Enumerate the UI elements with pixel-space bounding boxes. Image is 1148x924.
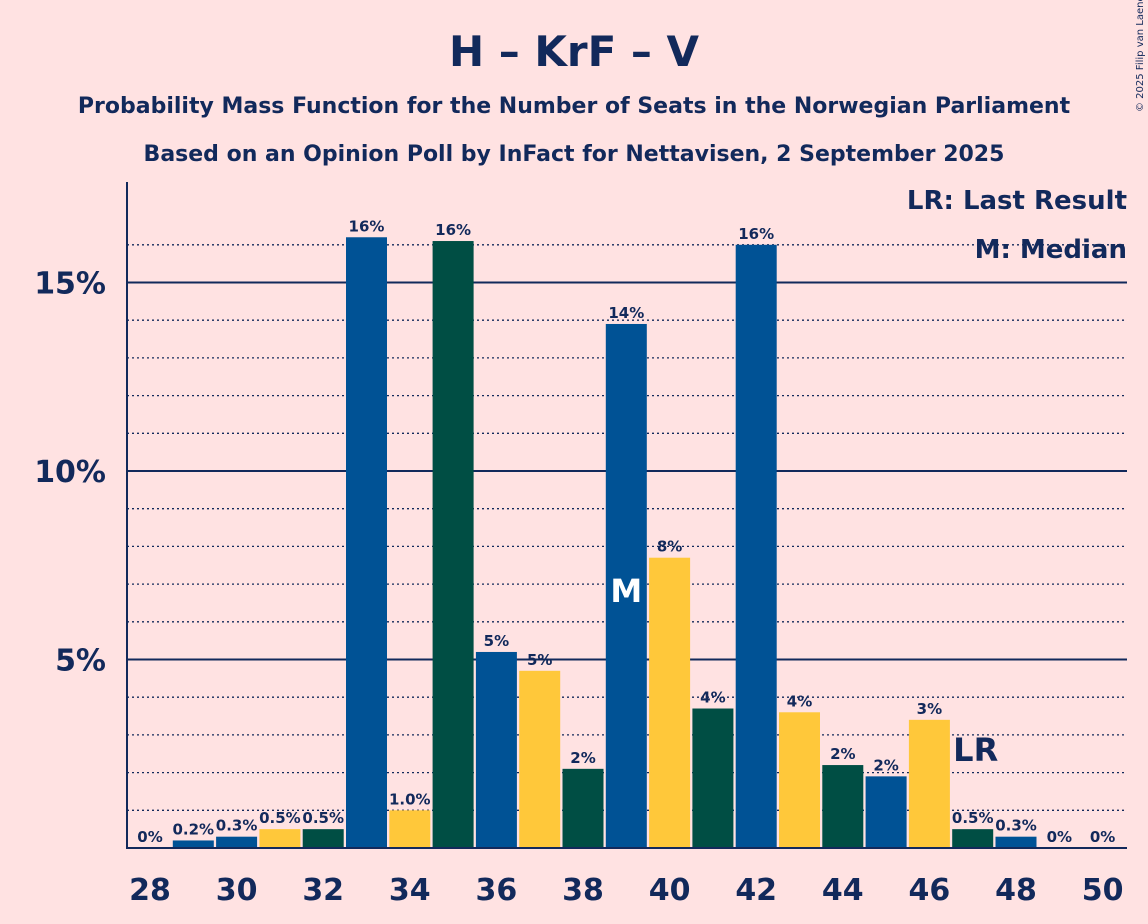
bar-label-39: 14% — [608, 304, 644, 322]
median-marker: M — [610, 572, 642, 610]
bar-44 — [822, 765, 864, 848]
bar-41 — [692, 708, 734, 848]
bar-label-38: 2% — [570, 749, 595, 767]
x-tick-labels: 28 30 32 34 36 38 40 42 44 46 48 50 — [129, 873, 1123, 908]
bar-label-44: 2% — [830, 745, 855, 763]
bar-label-43: 4% — [787, 692, 812, 710]
bar-label-50: 0% — [1090, 828, 1115, 846]
bar-42 — [735, 244, 777, 849]
legend-last-result: LR: Last Result — [907, 186, 1127, 216]
x-tick-42: 42 — [735, 873, 777, 908]
axes — [126, 182, 1127, 849]
bar-label-46: 3% — [917, 700, 942, 718]
bar-label-28: 0% — [137, 828, 162, 846]
chart-subtitle-1: Probability Mass Function for the Number… — [78, 94, 1071, 119]
chart-title: H – KrF – V — [449, 27, 700, 76]
bar-34 — [389, 810, 431, 848]
bar-30 — [216, 836, 258, 848]
legend-median: M: Median — [975, 235, 1127, 265]
bar-label-36: 5% — [484, 632, 509, 650]
x-tick-48: 48 — [995, 873, 1037, 908]
x-tick-34: 34 — [389, 873, 431, 908]
x-tick-28: 28 — [129, 873, 171, 908]
bar-47 — [952, 829, 994, 848]
bar-33 — [346, 237, 387, 848]
bar-46 — [908, 719, 950, 848]
y-tick-10: 10% — [34, 455, 106, 490]
bar-32 — [302, 829, 344, 848]
x-tick-46: 46 — [909, 873, 951, 908]
x-tick-40: 40 — [649, 873, 691, 908]
bar-38 — [562, 768, 604, 848]
bar-45 — [865, 776, 907, 848]
bar-label-42: 16% — [738, 225, 774, 243]
last-result-marker: LR — [953, 731, 998, 769]
x-tick-30: 30 — [216, 873, 258, 908]
bar-label-41: 4% — [700, 689, 725, 707]
copyright: © 2025 Filip van Laenen — [1135, 0, 1146, 112]
bar-label-34: 1.0% — [389, 790, 431, 808]
x-tick-32: 32 — [302, 873, 344, 908]
x-tick-44: 44 — [822, 873, 864, 908]
bar-48 — [995, 836, 1037, 848]
bar-label-32: 0.5% — [302, 809, 344, 827]
bar-label-45: 2% — [873, 756, 898, 774]
bar-label-33: 16% — [349, 217, 385, 235]
bars — [172, 237, 1037, 849]
bar-label-31: 0.5% — [259, 809, 301, 827]
bar-40 — [649, 557, 691, 848]
bar-29 — [172, 840, 214, 848]
bar-36 — [475, 651, 517, 848]
bar-37 — [519, 670, 561, 848]
bar-35 — [432, 241, 474, 848]
bar-label-40: 8% — [657, 538, 682, 556]
y-tick-labels: 5% 10% 15% — [34, 267, 106, 679]
x-tick-38: 38 — [562, 873, 604, 908]
bar-31 — [259, 829, 301, 848]
y-tick-15: 15% — [34, 267, 106, 302]
bar-label-48: 0.3% — [995, 817, 1037, 835]
bar-43 — [779, 712, 820, 848]
x-tick-36: 36 — [476, 873, 518, 908]
bar-label-47: 0.5% — [952, 809, 994, 827]
bar-label-49: 0% — [1047, 828, 1072, 846]
bar-39 — [605, 323, 647, 849]
markers: M LR — [610, 572, 998, 769]
bar-label-37: 5% — [527, 651, 552, 669]
bar-label-35: 16% — [435, 221, 471, 239]
chart-subtitle-2: Based on an Opinion Poll by InFact for N… — [144, 142, 1005, 167]
bar-label-29: 0.2% — [172, 820, 214, 838]
y-tick-5: 5% — [55, 644, 106, 679]
bar-labels: 0% 0.2% 0.3% 0.5% 0.5%16%1.0%16%5%5%2%14%8%4… — [137, 217, 1115, 846]
bar-label-30: 0.3% — [216, 817, 258, 835]
x-tick-50: 50 — [1082, 873, 1124, 908]
